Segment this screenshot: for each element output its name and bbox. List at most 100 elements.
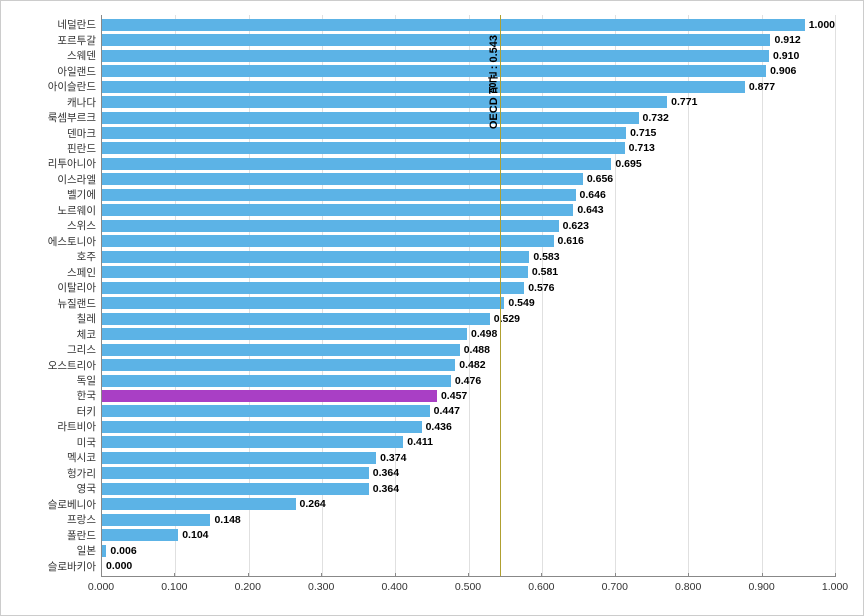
bar-value: 0.906	[766, 65, 796, 77]
x-tick-mark	[101, 573, 102, 577]
bar-label: 스웨덴	[67, 48, 102, 63]
bar-label: 한국	[77, 388, 102, 403]
bar-row: 라트비아0.436	[102, 420, 835, 434]
bar	[102, 405, 430, 417]
bar-row: 헝가리0.364	[102, 466, 835, 480]
bar-label: 스위스	[67, 218, 102, 233]
bar-row: 호주0.583	[102, 250, 835, 264]
bar-row: 독일0.476	[102, 374, 835, 388]
bar-label: 리투아니아	[48, 156, 102, 171]
bar-label: 터키	[77, 404, 102, 419]
bar	[102, 235, 554, 247]
x-tick-mark	[762, 573, 763, 577]
x-axis: 0.0000.1000.2000.3000.4000.5000.6000.700…	[101, 577, 835, 597]
bar-value: 0.549	[504, 297, 534, 309]
bar-row: 멕시코0.374	[102, 451, 835, 465]
bar-value: 0.732	[639, 112, 669, 124]
bar-value: 0.581	[528, 266, 558, 278]
bar-value: 0.476	[451, 375, 481, 387]
bar-value: 1.000	[805, 19, 835, 31]
bar-row: 스웨덴0.910	[102, 49, 835, 63]
bar	[102, 467, 369, 479]
bar-value: 0.447	[430, 405, 460, 417]
bar-value: 0.583	[529, 251, 559, 263]
chart-container: OECD 평균 : 0.543 네덜란드1.000포르투갈0.912스웨덴0.9…	[0, 0, 864, 616]
x-tick-label: 1.000	[822, 581, 848, 593]
bar-label: 헝가리	[67, 466, 102, 481]
bar-row: 슬로베니아0.264	[102, 497, 835, 511]
bar-value: 0.623	[559, 220, 589, 232]
gridline	[835, 15, 836, 576]
bar-row: 아일랜드0.906	[102, 64, 835, 78]
bar-value: 0.436	[422, 421, 452, 433]
bar-label: 호주	[77, 249, 102, 264]
x-tick-label: 0.600	[528, 581, 554, 593]
bar-row: 벨기에0.646	[102, 188, 835, 202]
x-tick-mark	[835, 573, 836, 577]
x-tick-mark	[321, 573, 322, 577]
bar	[102, 189, 576, 201]
bar-row: 그리스0.488	[102, 343, 835, 357]
bar-row: 뉴질랜드0.549	[102, 296, 835, 310]
bar-row: 스위스0.623	[102, 219, 835, 233]
bar	[102, 529, 178, 541]
bar-value: 0.643	[573, 204, 603, 216]
bar	[102, 96, 667, 108]
bar-row: 칠레0.529	[102, 312, 835, 326]
bar-label: 핀란드	[67, 141, 102, 156]
bar	[102, 19, 805, 31]
bar	[102, 421, 422, 433]
x-tick-mark	[688, 573, 689, 577]
bar-label: 일본	[77, 543, 102, 558]
bar-value: 0.646	[576, 189, 606, 201]
bar-row: 미국0.411	[102, 435, 835, 449]
bar-label: 슬로베니아	[48, 497, 102, 512]
bar	[102, 498, 296, 510]
bar-row: 노르웨이0.643	[102, 203, 835, 217]
bar	[102, 452, 376, 464]
bar-row: 슬로바키아0.000	[102, 559, 835, 573]
bar-value: 0.006	[106, 545, 136, 557]
bar-row: 룩셈부르크0.732	[102, 111, 835, 125]
bar-label: 칠레	[77, 311, 102, 326]
bar	[102, 220, 559, 232]
bar-label: 뉴질랜드	[57, 296, 102, 311]
x-tick-label: 0.000	[88, 581, 114, 593]
bar-value: 0.364	[369, 483, 399, 495]
bar-highlight	[102, 390, 437, 402]
bar	[102, 50, 769, 62]
x-tick-label: 0.200	[235, 581, 261, 593]
x-tick-label: 0.800	[675, 581, 701, 593]
bar	[102, 127, 626, 139]
bar	[102, 483, 369, 495]
bar-label: 룩셈부르크	[48, 110, 102, 125]
bar-label: 포르투갈	[57, 33, 102, 48]
bar-row: 스페인0.581	[102, 265, 835, 279]
x-tick-label: 0.100	[161, 581, 187, 593]
x-tick-mark	[174, 573, 175, 577]
bar-value: 0.713	[625, 142, 655, 154]
bar-value: 0.877	[745, 81, 775, 93]
bar	[102, 328, 467, 340]
bar	[102, 436, 403, 448]
bar	[102, 297, 504, 309]
bar-label: 슬로바키아	[48, 559, 102, 574]
bar-value: 0.529	[490, 313, 520, 325]
bar-value: 0.498	[467, 328, 497, 340]
x-tick-label: 0.500	[455, 581, 481, 593]
bar-label: 라트비아	[57, 419, 102, 434]
bar-label: 벨기에	[67, 187, 102, 202]
bar-value: 0.715	[626, 127, 656, 139]
bar-label: 체코	[77, 327, 102, 342]
bar-label: 프랑스	[67, 512, 102, 527]
bar-label: 폴란드	[67, 528, 102, 543]
bar-label: 그리스	[67, 342, 102, 357]
bar	[102, 81, 745, 93]
bar-label: 오스트리아	[48, 358, 102, 373]
bar	[102, 514, 210, 526]
x-tick-label: 0.400	[381, 581, 407, 593]
bar-row: 네덜란드1.000	[102, 18, 835, 32]
bar-label: 스페인	[67, 265, 102, 280]
bar-row: 에스토니아0.616	[102, 234, 835, 248]
bar-row: 포르투갈0.912	[102, 33, 835, 47]
